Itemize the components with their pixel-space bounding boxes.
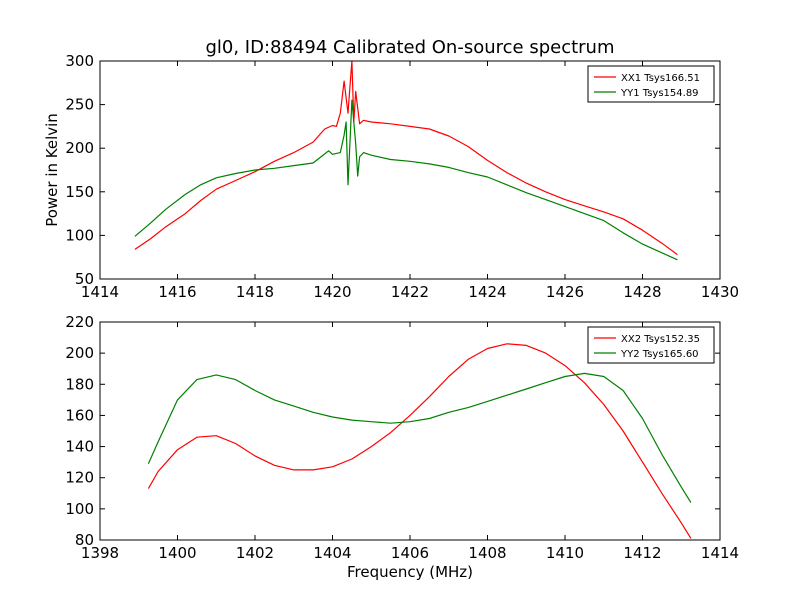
- series-line-1: [134, 61, 678, 256]
- legend-label: YY2 Tsys165.60: [620, 349, 699, 360]
- x-tick-label: 1408: [468, 544, 506, 562]
- bottom-subplot: 1398 1400 1402 1404 1406 1408 1410 1412 1414 80 10…: [65, 313, 739, 562]
- x-tick-label: 1426: [546, 283, 584, 301]
- series-line-1: [147, 343, 692, 539]
- x-tick-label: 1402: [236, 544, 274, 562]
- x-tick-label: 1424: [468, 283, 506, 301]
- series-line-2: [147, 372, 692, 503]
- y-axis-label: Power in Kelvin: [43, 113, 61, 227]
- x-tick-label: 1398: [81, 544, 119, 562]
- x-tick-label: 1404: [313, 544, 351, 562]
- legend-box: [587, 326, 715, 364]
- x-tick-label: 1430: [701, 283, 739, 301]
- chart-title: gl0, ID:88494 Calibrated On-source spect…: [205, 37, 614, 58]
- y-tick-label: 100: [65, 226, 94, 244]
- legend-box: [587, 65, 715, 103]
- x-tick-label: 1428: [623, 283, 661, 301]
- y-tick-label: 150: [65, 183, 94, 201]
- y-tick-label: 160: [65, 406, 94, 424]
- y-tick-label: 220: [65, 313, 94, 331]
- top-subplot: 1414 1416 1418 1420 1422 1424 1426 1428 1430 50 10…: [65, 52, 739, 301]
- series-line-2: [134, 99, 678, 261]
- y-tick-label: 140: [65, 438, 94, 456]
- y-tick-label: 200: [65, 344, 94, 362]
- x-tick-label: 1410: [546, 544, 584, 562]
- y-tick-label: 80: [75, 531, 94, 549]
- y-tick-label: 300: [65, 52, 94, 70]
- y-tick-label: 180: [65, 375, 94, 393]
- x-tick-label: 1422: [391, 283, 429, 301]
- x-tick-label: 1414: [81, 283, 119, 301]
- x-tick-label: 1418: [236, 283, 274, 301]
- legend-label: XX2 Tsys152.35: [621, 334, 700, 345]
- x-tick-label: 1414: [701, 544, 739, 562]
- x-tick-label: 1420: [313, 283, 351, 301]
- legend-label: XX1 Tsys166.51: [621, 73, 700, 84]
- x-tick-label: 1400: [158, 544, 196, 562]
- x-axis-label: Frequency (MHz): [347, 563, 473, 581]
- legend-label: YY1 Tsys154.89: [620, 88, 699, 99]
- y-tick-label: 200: [65, 139, 94, 157]
- x-tick-label: 1412: [623, 544, 661, 562]
- y-tick-label: 120: [65, 469, 94, 487]
- x-tick-label: 1416: [158, 283, 196, 301]
- y-tick-label: 50: [75, 270, 94, 288]
- y-tick-label: 250: [65, 96, 94, 114]
- x-tick-label: 1406: [391, 544, 429, 562]
- y-tick-label: 100: [65, 500, 94, 518]
